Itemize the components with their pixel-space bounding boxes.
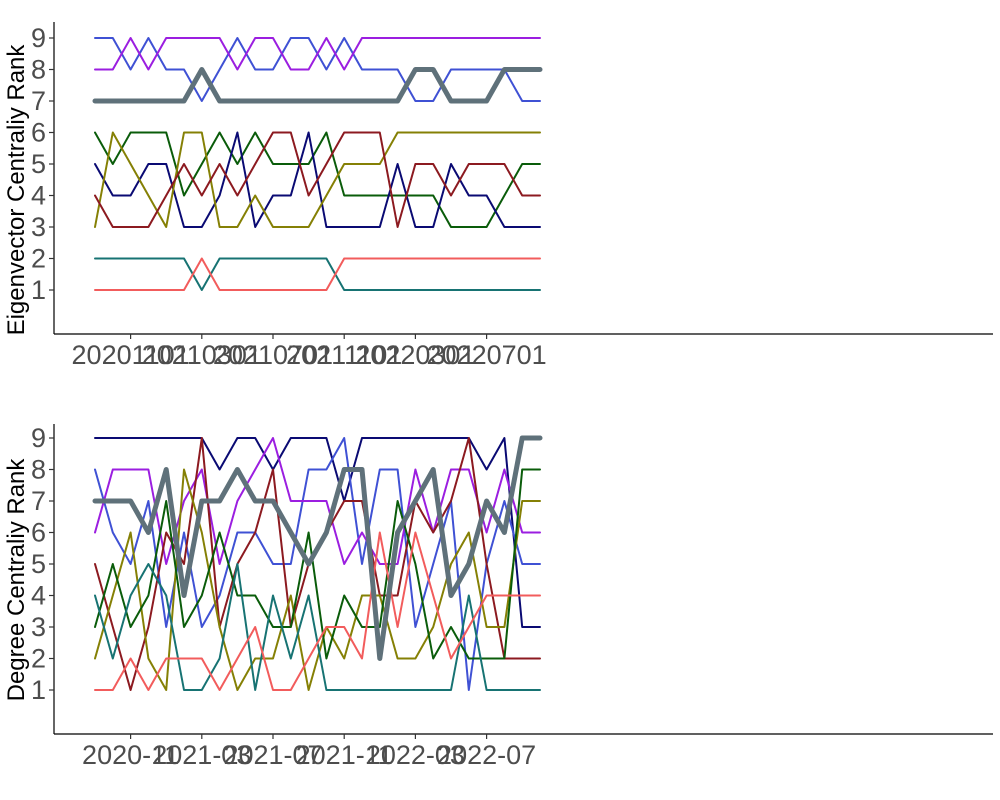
- y-tick-label: 9: [31, 23, 46, 53]
- series-line-5: [94, 468, 541, 691]
- y-axis-title: Degree Centraliy Rank: [3, 458, 30, 702]
- x-tick-label: 2020-11: [82, 740, 179, 770]
- y-tick-label: 6: [31, 518, 46, 548]
- series-line-3: [94, 437, 541, 565]
- x-tick-label: 20211101: [286, 340, 402, 370]
- series-line-2: [94, 37, 541, 71]
- x-tick-label: 20210301: [142, 340, 262, 370]
- series-line-7: [94, 131, 541, 228]
- y-tick-label: 5: [31, 549, 46, 579]
- y-tick-label: 1: [31, 275, 46, 305]
- series-line-1: [94, 437, 541, 628]
- x-tick-label: 2021-03: [152, 740, 251, 770]
- degree-rank-panel: 1234567892020-112021-032021-072021-11202…: [3, 423, 993, 770]
- y-tick-label: 2: [31, 644, 46, 674]
- y-tick-label: 9: [31, 423, 46, 453]
- y-tick-label: 6: [31, 118, 46, 148]
- y-tick-label: 4: [31, 581, 46, 611]
- series-line-9: [92, 435, 543, 661]
- series-line-8: [94, 531, 541, 691]
- y-axis-title: Eigenvector Centraliy Rank: [3, 44, 30, 336]
- y-tick-label: 3: [31, 612, 46, 642]
- x-tick-label: 2021-07: [223, 740, 322, 770]
- series-line-3: [92, 67, 543, 104]
- series-line-8: [94, 257, 541, 291]
- x-tick-label: 20220701: [427, 340, 547, 370]
- y-tick-label: 5: [31, 149, 46, 179]
- series-line-7: [94, 563, 541, 691]
- y-tick-label: 8: [31, 455, 46, 485]
- series-line-6: [94, 468, 541, 660]
- y-tick-label: 7: [31, 86, 46, 116]
- y-tick-label: 1: [31, 675, 46, 705]
- series-line-4: [94, 131, 541, 228]
- x-tick-label: 20210701: [213, 340, 333, 370]
- y-tick-label: 7: [31, 486, 46, 516]
- y-tick-label: 8: [31, 55, 46, 85]
- series-line-9: [94, 257, 541, 291]
- x-tick-label: 20201101: [72, 340, 190, 370]
- y-tick-label: 2: [31, 244, 46, 274]
- x-tick-label: 2022-07: [437, 740, 536, 770]
- y-tick-label: 4: [31, 181, 46, 211]
- y-tick-label: 3: [31, 212, 46, 242]
- x-tick-label: 20220301: [355, 340, 475, 370]
- x-tick-label: 2022-03: [366, 740, 465, 770]
- x-tick-label: 2021-11: [296, 740, 393, 770]
- series-line-6: [94, 131, 541, 228]
